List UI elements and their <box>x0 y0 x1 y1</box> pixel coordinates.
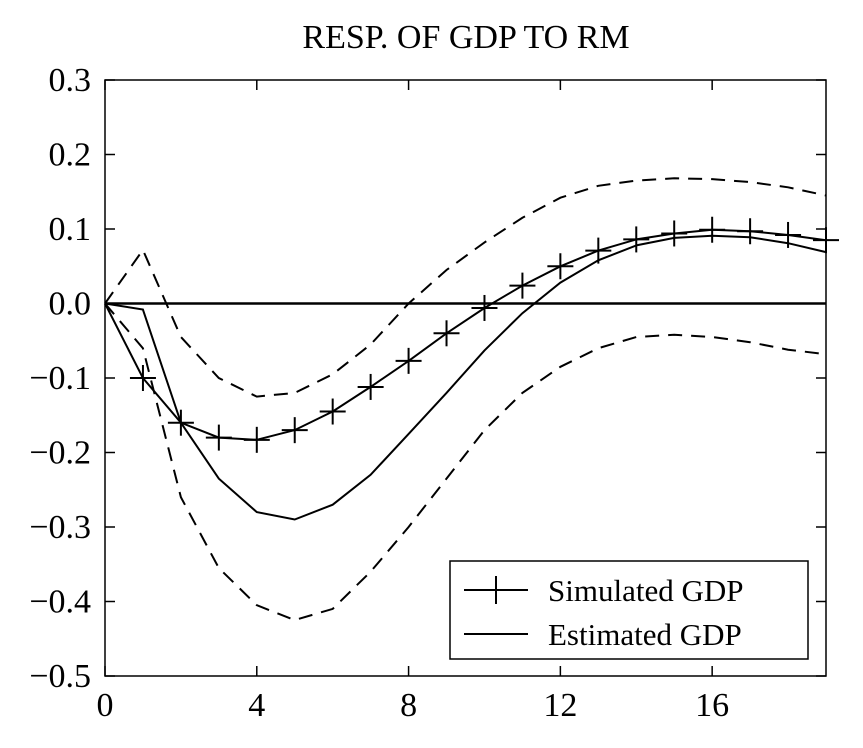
x-tick-label: 0 <box>97 687 114 724</box>
simulated-point-marker <box>737 218 764 245</box>
plot-frame <box>104 79 827 677</box>
y-tick-label: −0.5 <box>29 658 91 695</box>
chart-title: RESP. OF GDP TO RM <box>302 19 629 56</box>
legend-symbol-simulated <box>464 576 528 604</box>
simulated-point-marker <box>661 220 688 247</box>
y-tick-label: −0.4 <box>29 584 91 621</box>
x-tick-label: 16 <box>695 687 729 724</box>
simulated-point-marker <box>433 320 460 347</box>
lower-band-line <box>104 302 827 622</box>
simulated-point-marker <box>281 417 308 444</box>
x-axis: 0 4 8 12 16 <box>97 80 729 724</box>
y-tick-label: −0.3 <box>29 509 91 546</box>
x-tick-label: 4 <box>248 687 265 724</box>
simulated-point-marker <box>547 253 574 280</box>
y-tick-label: 0.0 <box>49 286 92 323</box>
upper-band-line <box>104 177 827 398</box>
simulated-point-marker <box>243 426 270 453</box>
simulated-point-marker <box>471 294 498 321</box>
simulated-point-marker <box>395 347 422 374</box>
simulated-point-marker <box>623 226 650 253</box>
simulated-point-marker <box>319 398 346 425</box>
simulated-point-marker <box>509 272 536 299</box>
simulated-point-marker <box>699 216 726 243</box>
y-tick-label: 0.1 <box>49 211 92 248</box>
x-tick-label: 12 <box>543 687 577 724</box>
simulated-point-marker <box>129 365 156 391</box>
plot-series <box>104 177 839 622</box>
y-tick-label: −0.1 <box>29 360 91 397</box>
simulated-point-marker <box>205 424 232 451</box>
legend-box <box>449 560 809 660</box>
simulated-gdp-line <box>104 228 827 441</box>
legend-label-simulated: Simulated GDP <box>548 573 743 608</box>
y-tick-label: 0.2 <box>49 137 92 174</box>
legend-label-estimated: Estimated GDP <box>548 617 742 652</box>
y-tick-label: −0.2 <box>29 435 91 472</box>
legend: Simulated GDP Estimated GDP <box>449 560 809 660</box>
simulated-point-marker <box>357 373 384 400</box>
y-axis: 0.3 0.2 0.1 0.0 −0.1 −0.2 −0.3 −0.4 −0.5 <box>29 62 826 695</box>
y-tick-label: 0.3 <box>49 62 92 99</box>
estimated-gdp-line <box>104 234 827 521</box>
x-tick-label: 8 <box>400 687 417 724</box>
